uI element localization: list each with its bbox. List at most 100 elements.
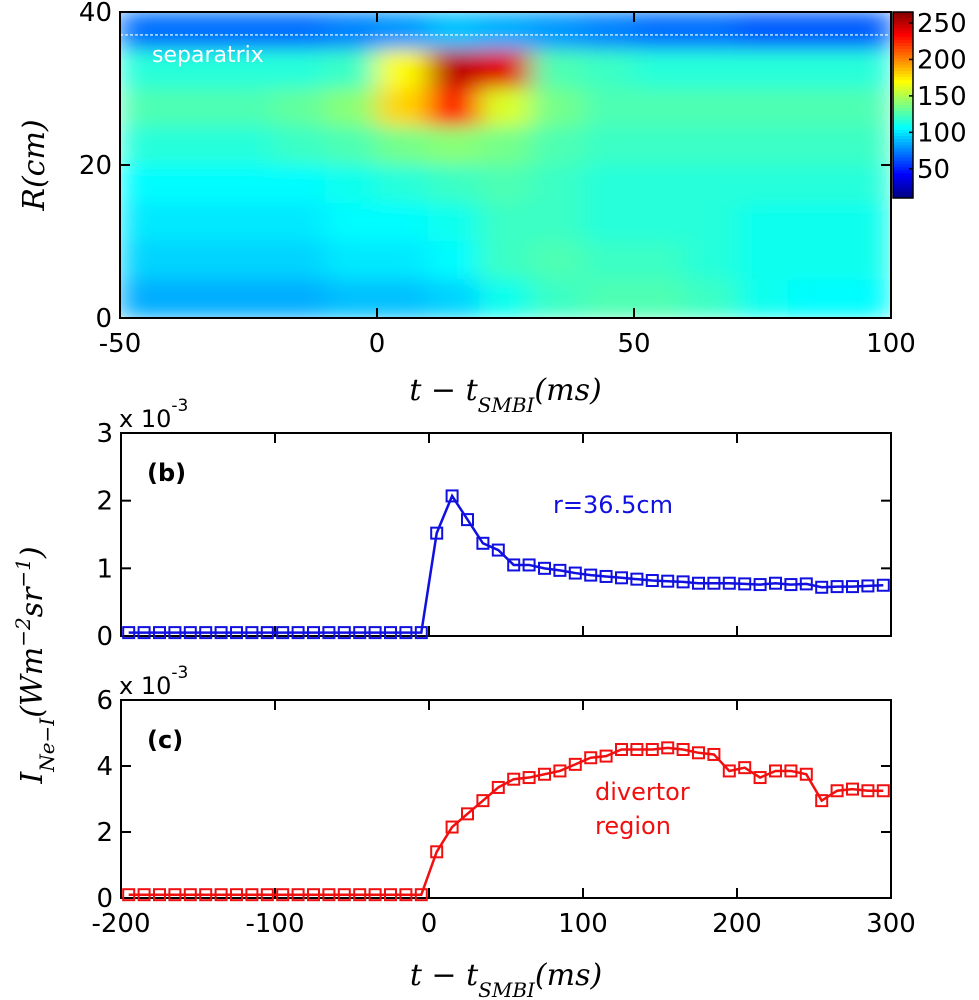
heat-cell bbox=[222, 202, 275, 242]
series-marker bbox=[353, 626, 367, 640]
heat-cell bbox=[736, 49, 789, 89]
y-label-main: I bbox=[15, 771, 50, 785]
y-axis-label: INe−I(Wm−2sr−1) bbox=[11, 546, 59, 784]
series-marker bbox=[784, 764, 798, 778]
heat-cell bbox=[325, 279, 378, 318]
y-tick-label: 3 bbox=[96, 419, 113, 449]
heat-cell bbox=[222, 164, 275, 204]
series-marker bbox=[122, 888, 136, 902]
series-marker bbox=[784, 578, 798, 592]
series-marker bbox=[245, 888, 259, 902]
heat-cell bbox=[170, 279, 224, 318]
heat-cell bbox=[427, 164, 481, 204]
x-tick-label: -200 bbox=[91, 909, 150, 939]
axes-frame bbox=[119, 11, 892, 319]
series-marker bbox=[615, 743, 628, 756]
series-marker bbox=[584, 568, 598, 582]
heat-cell bbox=[479, 49, 532, 89]
heat-cell bbox=[839, 241, 891, 281]
heat-cell bbox=[325, 88, 378, 128]
heat-cell bbox=[479, 241, 532, 281]
series-marker bbox=[445, 489, 459, 503]
colorbar-step bbox=[893, 108, 913, 112]
series-marker bbox=[230, 626, 243, 640]
heat-cell bbox=[273, 164, 327, 204]
series-marker bbox=[753, 771, 767, 785]
colorbar-step bbox=[893, 67, 913, 72]
axes-frame bbox=[120, 699, 892, 899]
colorbar-step bbox=[893, 83, 913, 87]
x-tick-label: 0 bbox=[369, 329, 386, 359]
heat-cell bbox=[325, 241, 378, 281]
heat-cell bbox=[736, 279, 789, 318]
heat-cell bbox=[582, 164, 635, 204]
heat-cell bbox=[787, 88, 841, 128]
heat-cell bbox=[736, 202, 789, 242]
x-label-unit: (ms) bbox=[534, 373, 601, 408]
heat-cell bbox=[633, 164, 686, 204]
heat-cell bbox=[839, 164, 891, 204]
heat-cell bbox=[684, 202, 738, 242]
colorbar-step bbox=[893, 132, 913, 137]
series-marker bbox=[522, 771, 536, 785]
series-marker bbox=[553, 563, 567, 577]
heat-cell bbox=[479, 12, 532, 51]
x-tick-label: -50 bbox=[99, 329, 141, 359]
heat-cell bbox=[582, 49, 635, 89]
series-marker bbox=[876, 784, 890, 798]
series-marker bbox=[692, 746, 705, 760]
series-marker bbox=[245, 626, 259, 640]
colorbar-step bbox=[893, 98, 913, 103]
heat-cell bbox=[684, 241, 738, 281]
heat-cell bbox=[376, 202, 429, 242]
series-marker bbox=[445, 820, 459, 834]
panel-label: (b) bbox=[147, 459, 186, 487]
heat-cell bbox=[530, 202, 584, 242]
series-marker bbox=[507, 772, 521, 786]
y-label-sup: −2 bbox=[11, 617, 35, 646]
series-marker bbox=[846, 580, 859, 594]
colorbar-step bbox=[893, 46, 913, 50]
heat-cell bbox=[839, 49, 891, 89]
series-marker bbox=[414, 626, 428, 640]
series-marker bbox=[276, 626, 290, 640]
heat-cell bbox=[170, 241, 224, 281]
heat-cell bbox=[684, 49, 738, 89]
series-marker bbox=[260, 888, 274, 902]
heat-cell bbox=[839, 202, 891, 242]
series-marker bbox=[876, 578, 890, 592]
series-marker bbox=[230, 888, 243, 902]
heat-cell bbox=[839, 12, 891, 51]
heat-cell bbox=[736, 12, 789, 51]
series-marker bbox=[461, 513, 474, 527]
heat-cell bbox=[787, 279, 841, 318]
heat-cell bbox=[736, 88, 789, 128]
colorbar-step bbox=[893, 55, 913, 59]
colorbar-step bbox=[893, 27, 913, 32]
colorbar-step bbox=[893, 148, 913, 152]
colorbar-tick-label: 200 bbox=[917, 45, 967, 75]
heat-cell bbox=[479, 202, 532, 242]
series-marker bbox=[137, 888, 151, 902]
heat-cell bbox=[479, 279, 532, 318]
series-marker bbox=[368, 626, 382, 640]
x-axis-label: t − tSMBI(ms) bbox=[410, 958, 602, 1000]
series-marker bbox=[337, 888, 351, 902]
colorbar-tick-label: 150 bbox=[917, 82, 967, 112]
heat-cell bbox=[376, 49, 429, 89]
colorbar-step bbox=[893, 117, 913, 121]
heat-cell bbox=[633, 126, 686, 166]
annotation: r=36.5cm bbox=[553, 491, 673, 519]
x-label-unit: (ms) bbox=[535, 958, 602, 993]
heat-cell bbox=[222, 88, 275, 128]
colorbar-step bbox=[893, 74, 913, 78]
heat-cell bbox=[787, 164, 841, 204]
heat-cell bbox=[222, 49, 275, 89]
heat-cell bbox=[633, 202, 686, 242]
axes-layer: separatrix-50 0 50 1000204050100150200250t … bbox=[11, 0, 967, 1000]
y-tick-label: 4 bbox=[96, 752, 113, 782]
heat-cell bbox=[684, 164, 738, 204]
series-marker bbox=[630, 572, 644, 586]
colorbar-step bbox=[893, 188, 913, 193]
